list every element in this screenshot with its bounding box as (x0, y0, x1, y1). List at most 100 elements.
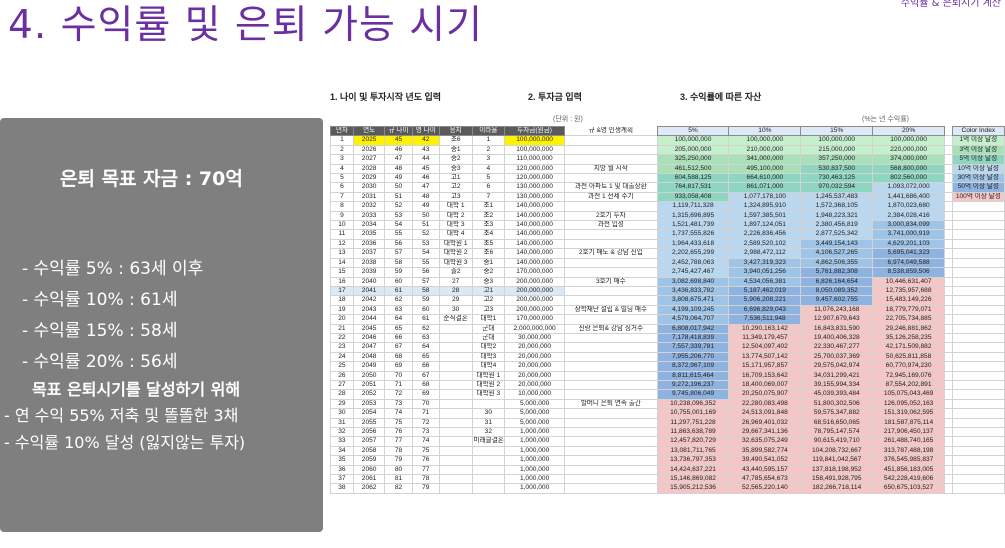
table-cell[interactable] (438, 474, 473, 485)
table-cell[interactable]: 2,745,427,467 (656, 267, 730, 278)
col-header[interactable]: 투자금(원금) (504, 125, 566, 137)
table-cell[interactable] (564, 154, 658, 165)
table-cell[interactable]: 3호기 매수 (564, 276, 658, 287)
table-cell[interactable]: 12,735,957,688 (872, 285, 946, 297)
table-cell[interactable]: 2,988,472,112 (728, 248, 802, 259)
table-cell[interactable]: 47 (411, 182, 440, 193)
table-cell[interactable]: 1,597,385,501 (728, 210, 802, 222)
table-cell[interactable]: 9,272,196,237 (656, 379, 730, 391)
table-row[interactable]: 6 2030 50 47 고2 6 130,000,000 과천 아파트 1 및 대출상환 76… (330, 182, 1005, 193)
table-cell[interactable]: 62 (384, 295, 413, 306)
table-cell[interactable]: 60 (411, 304, 440, 316)
table-cell[interactable]: 7 (330, 191, 354, 203)
table-cell[interactable]: 2059 (352, 455, 386, 466)
table-cell[interactable]: 25,700,037,369 (800, 351, 874, 363)
table-cell[interactable] (471, 455, 506, 466)
table-cell[interactable]: 51 (384, 191, 413, 203)
table-cell[interactable]: 105,075,043,469 (872, 389, 946, 400)
table-cell[interactable]: 57 (411, 276, 440, 287)
table-cell[interactable]: 2062 (352, 483, 386, 494)
table-cell[interactable]: 59,575,347,882 (800, 408, 874, 419)
table-cell[interactable]: 1,000,000 (504, 455, 566, 466)
table-cell[interactable]: 15,146,869,082 (656, 474, 730, 485)
table-cell[interactable]: 43,440,595,157 (728, 464, 802, 476)
table-cell[interactable]: 중3 (438, 163, 473, 175)
table-cell[interactable]: 30 (330, 408, 354, 419)
table-cell[interactable]: 104,208,732,667 (800, 445, 874, 457)
table-cell[interactable]: 14 (330, 257, 354, 269)
table-cell[interactable]: 47 (384, 154, 413, 165)
table-cell[interactable]: 52,565,220,140 (728, 483, 802, 494)
table-cell[interactable]: 11,863,638,789 (656, 426, 730, 438)
table-cell[interactable]: 72 (384, 389, 413, 400)
table-cell[interactable]: 74 (411, 436, 440, 447)
col-header[interactable]: 연도 (352, 125, 386, 137)
table-cell[interactable]: 59 (384, 267, 413, 278)
table-cell[interactable]: 6,808,017,942 (656, 323, 730, 334)
table-cell[interactable]: 42 (411, 135, 440, 146)
table-cell[interactable] (564, 295, 658, 306)
table-row[interactable]: 35 2059 79 76 1,000,000 13,736,797,353 39,490,… (330, 455, 1005, 466)
spreadsheet[interactable]: 1. 나이 및 투자시작 년도 입력 2. 투자금 입력 3. 수익률에 따른 … (330, 90, 1005, 540)
table-row[interactable]: 14 2038 58 55 대학원 3 중1 140,000,000 2,452,788,06… (330, 257, 1005, 269)
table-cell[interactable]: 1,119,711,328 (656, 201, 730, 212)
table-cell[interactable]: 3,082,698,840 (656, 276, 730, 287)
table-row[interactable]: 5 2029 49 46 고1 5 120,000,000 604,588,125 664,61… (330, 173, 1005, 184)
table-cell[interactable]: 34 (330, 445, 354, 457)
table-cell[interactable] (564, 483, 658, 494)
table-cell[interactable]: 2061 (352, 474, 386, 485)
table-cell[interactable]: 고3 (471, 304, 506, 316)
table-row[interactable]: 18 2042 62 59 29 고2 200,000,000 3,808,675,471 5,… (330, 295, 1005, 306)
table-cell[interactable] (438, 436, 473, 447)
table-cell[interactable]: 과천 입성 (564, 220, 658, 231)
table-cell[interactable]: 5,761,882,308 (800, 267, 874, 278)
table-cell[interactable] (564, 135, 658, 146)
table-cell[interactable]: 20,000,000 (504, 351, 566, 363)
table-cell[interactable]: 15,905,212,536 (656, 483, 730, 494)
table-cell[interactable]: 861,071,000 (728, 182, 802, 193)
table-row[interactable]: 17 2041 61 58 28 고1 200,000,000 3,436,833,782 5,… (330, 285, 1005, 297)
table-cell[interactable]: 45 (411, 163, 440, 175)
table-cell[interactable]: 568,800,000 (872, 163, 946, 175)
table-cell[interactable]: 52 (411, 229, 440, 240)
table-cell[interactable]: 고2 (471, 295, 506, 306)
table-cell[interactable]: 16,709,153,642 (728, 370, 802, 381)
table-cell[interactable]: 60 (384, 276, 413, 287)
table-cell[interactable]: 29,667,341,136 (728, 426, 802, 438)
table-cell[interactable]: 2036 (352, 238, 386, 250)
table-cell[interactable]: 200,000,000 (504, 295, 566, 306)
table-cell[interactable]: 69 (411, 389, 440, 400)
table-cell[interactable]: 2046 (352, 332, 386, 344)
table-cell[interactable]: 374,000,000 (872, 154, 946, 165)
table-cell[interactable]: 20,000,000 (504, 379, 566, 391)
col-header[interactable]: 규 &영 인생계획 (588, 126, 634, 134)
table-cell[interactable]: 신랑 은퇴& 강남 싱거주 (564, 323, 658, 334)
table-cell[interactable]: 10,290,163,142 (728, 323, 802, 334)
table-cell[interactable] (564, 173, 658, 184)
table-cell[interactable]: 55 (411, 257, 440, 269)
table-cell[interactable] (438, 445, 473, 457)
table-cell[interactable]: 6,696,829,043 (728, 304, 802, 316)
table-cell[interactable]: 140,000,000 (504, 238, 566, 250)
col-header[interactable]: 5% (656, 125, 730, 137)
table-cell[interactable]: 43 (411, 144, 440, 156)
table-cell[interactable]: 2057 (352, 436, 386, 447)
table-cell[interactable]: 3,808,675,471 (656, 295, 730, 306)
table-cell[interactable]: 고3 (438, 191, 473, 203)
table-cell[interactable]: 933,058,408 (656, 191, 730, 203)
table-cell[interactable]: 2,589,520,102 (728, 238, 802, 250)
table-cell[interactable]: 31 (330, 417, 354, 429)
table-row[interactable]: 15 2039 59 56 졸2 중2 170,000,000 2,745,427,467 3,… (330, 267, 1005, 278)
table-row[interactable]: 24 2048 68 65 대학3 20,000,000 7,955,206,770 13,7… (330, 351, 1005, 363)
table-cell[interactable]: 8,050,089,352 (800, 285, 874, 297)
table-cell[interactable]: 47,785,654,673 (728, 474, 802, 485)
table-cell[interactable]: 32,635,075,249 (728, 436, 802, 447)
table-cell[interactable]: 110,000,000 (504, 154, 566, 165)
table-cell[interactable]: 2039 (352, 267, 386, 278)
table-cell[interactable] (564, 436, 658, 447)
col-header[interactable]: 년차 (330, 125, 354, 137)
table-cell[interactable]: 730,463,125 (800, 173, 874, 184)
table-cell[interactable] (438, 417, 473, 429)
table-cell[interactable] (438, 408, 473, 419)
table-cell[interactable]: 2 (330, 144, 354, 156)
